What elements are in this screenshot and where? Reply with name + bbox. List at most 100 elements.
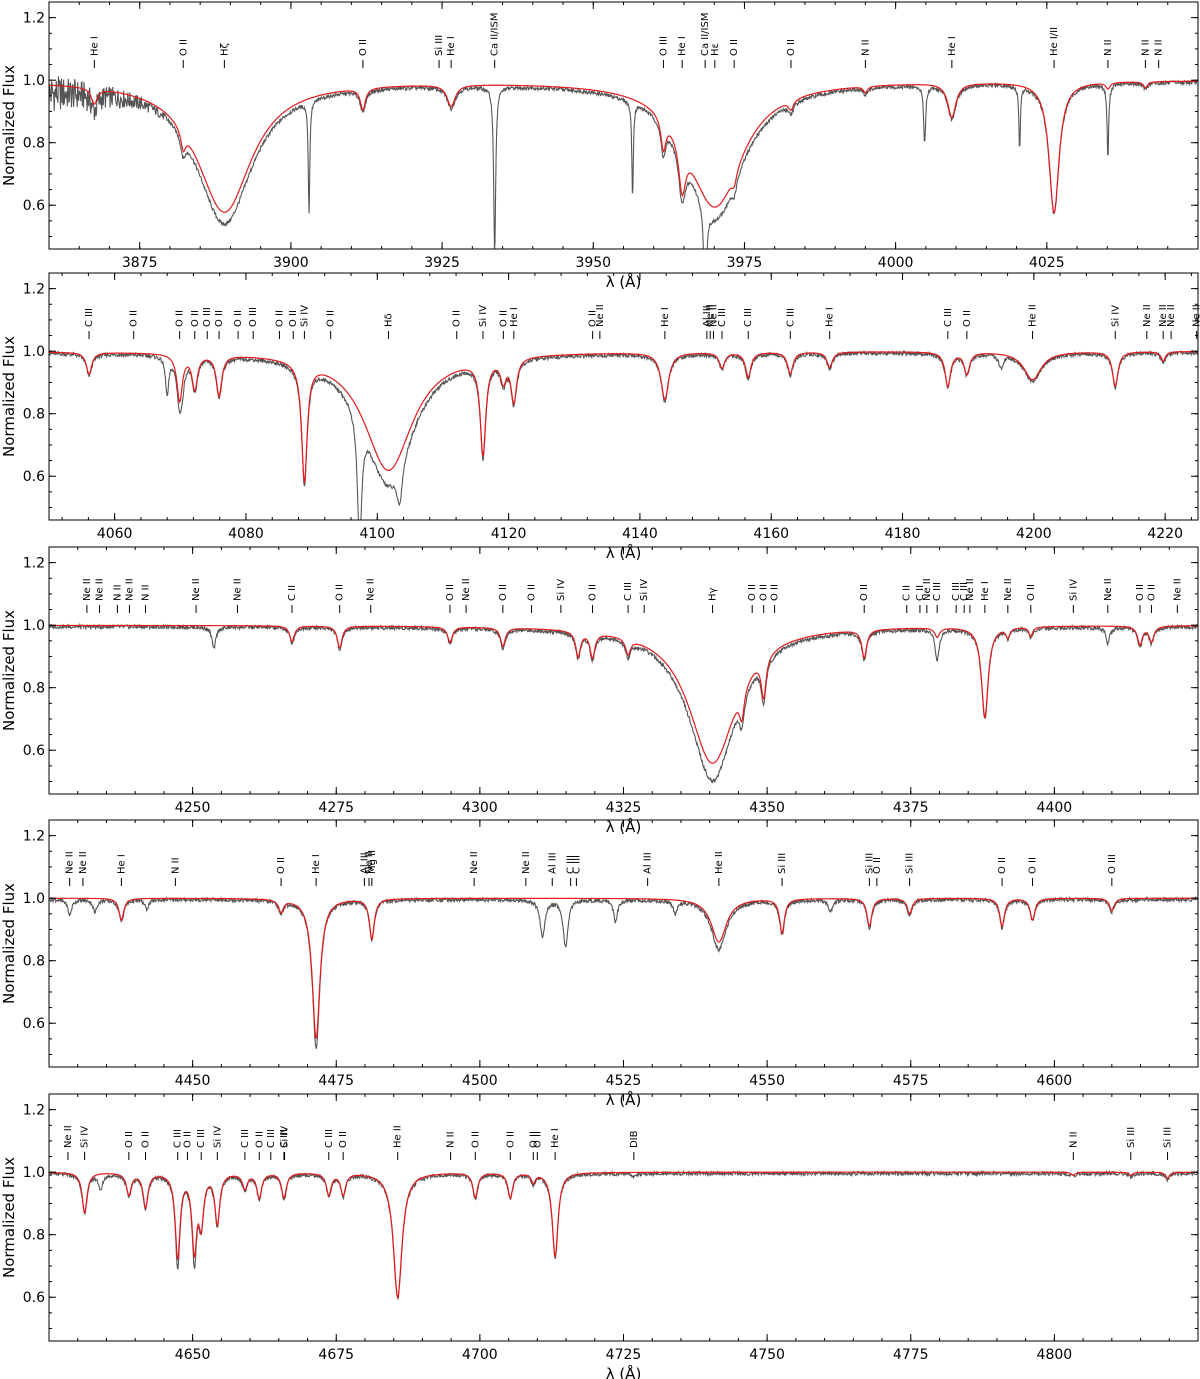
line-id-label: O II: [182, 1131, 193, 1148]
line-id-label: O II: [1026, 584, 1037, 601]
line-id-label: Si IV: [280, 1126, 291, 1148]
model-spectrum-line: [49, 897, 1198, 1039]
line-id-label: O III: [1107, 854, 1118, 874]
y-tick-label: 1.2: [23, 1103, 45, 1119]
line-id-label: O II: [962, 310, 973, 327]
y-tick-label: 0.6: [23, 198, 45, 214]
x-tick-label: 4000: [878, 255, 914, 271]
line-id-label: N II: [1154, 39, 1165, 56]
line-id-label: C II: [915, 585, 926, 601]
line-id-label: Hγ: [708, 587, 719, 601]
model-spectrum-line: [49, 350, 1198, 484]
line-id-label: O II: [786, 39, 797, 56]
x-tick-label: 4200: [1016, 526, 1052, 542]
line-id-label: Ne II: [705, 304, 716, 327]
line-id-label: C III: [959, 582, 970, 601]
observed-spectrum-line: [49, 895, 1198, 1049]
y-tick-label: 1.0: [23, 618, 45, 634]
y-tick-label: 1.0: [23, 344, 45, 360]
y-tick-label: 0.8: [23, 136, 45, 152]
line-id-label: O II: [1135, 584, 1146, 601]
line-id-label: N II: [141, 584, 152, 601]
x-tick-label: 4300: [462, 800, 498, 816]
line-id-label: C II: [902, 585, 913, 601]
line-id-label: Al III: [702, 305, 713, 327]
x-tick-label: 4650: [175, 1347, 211, 1363]
line-id-label: Ne II: [63, 1125, 74, 1148]
line-id-label: O II: [141, 1131, 152, 1148]
line-id-label: C III: [279, 1129, 290, 1148]
x-tick-label: 4100: [359, 526, 395, 542]
line-id-label: O III: [658, 36, 669, 56]
line-id-label: C III: [951, 582, 962, 601]
y-tick-label: 1.0: [23, 891, 45, 907]
line-id-label: O II: [770, 584, 781, 601]
line-id-label: Si IV: [1110, 305, 1121, 327]
line-id-label: Al III: [547, 852, 558, 874]
x-tick-label: 3875: [122, 255, 158, 271]
line-id-label: Ne II: [1166, 304, 1177, 327]
line-id-label: He I: [677, 36, 688, 56]
axes-frame: [48, 1, 1199, 250]
x-tick-label: 4220: [1147, 526, 1183, 542]
line-id-label: O III: [202, 307, 213, 327]
x-tick-label: 4525: [606, 1073, 642, 1089]
line-id-label: O II: [190, 310, 201, 327]
x-tick-label: 3975: [727, 255, 763, 271]
line-id-label: O II: [175, 310, 186, 327]
line-id-label: Al III: [359, 852, 370, 874]
y-tick-label: 1.0: [23, 1165, 45, 1181]
x-tick-label: 4475: [318, 1073, 354, 1089]
model-spectrum-line: [49, 624, 1198, 764]
x-tick-label: 4450: [175, 1073, 211, 1089]
line-id-label: Ca II/ISM: [490, 13, 501, 56]
line-id-label: O II: [1146, 584, 1157, 601]
line-id-label: Ne II: [65, 851, 76, 874]
y-tick-label: 0.8: [23, 1228, 45, 1244]
line-id-label: He I: [311, 854, 322, 874]
line-id-label: C III: [566, 855, 577, 874]
line-id-label: He I: [980, 581, 991, 601]
line-id-label: O II: [859, 584, 870, 601]
line-id-label: O II: [528, 1131, 539, 1148]
y-tick-label: 0.6: [23, 1290, 45, 1306]
x-tick-label: 4060: [97, 526, 133, 542]
line-id-label: C III: [196, 1129, 207, 1148]
line-id-label: Ne II: [1172, 578, 1183, 601]
line-id-label: Ne II: [461, 578, 472, 601]
line-id-label: Hδ: [383, 313, 394, 327]
model-spectrum-line: [49, 80, 1198, 214]
line-id-label: Ne II: [922, 578, 933, 601]
line-id-label: Ne II: [364, 851, 375, 874]
line-id-label: Ne II: [82, 578, 93, 601]
y-tick-label: 0.8: [23, 954, 45, 970]
line-id-label: O II: [326, 310, 337, 327]
y-tick-label: 1.2: [23, 829, 45, 845]
line-id-label: O II: [759, 584, 770, 601]
line-id-label: He II: [714, 851, 725, 874]
line-id-label: O II: [274, 310, 285, 327]
observed-spectrum-line: [49, 76, 1198, 249]
x-tick-label: 4800: [1037, 1347, 1073, 1363]
observed-spectrum-line: [49, 622, 1198, 784]
y-axis-title: Normalized Flux: [0, 65, 18, 186]
line-id-label: C III: [743, 308, 754, 327]
x-tick-label: 4140: [622, 526, 658, 542]
x-tick-label: 3925: [424, 255, 460, 271]
line-id-label: Ne II: [1158, 304, 1169, 327]
line-id-label: C II: [287, 585, 298, 601]
y-tick-label: 0.8: [23, 681, 45, 697]
line-id-label: He I: [825, 307, 836, 327]
observed-spectrum-line: [49, 1169, 1198, 1301]
line-id-label: Si IV: [212, 1126, 223, 1148]
line-id-label: N II: [446, 1131, 457, 1148]
line-id-label: Ne II: [595, 304, 606, 327]
y-tick-label: 1.0: [23, 73, 45, 89]
line-id-label: Si III: [434, 35, 445, 56]
x-tick-label: 4275: [318, 800, 354, 816]
spectrum-panel-3: Ne II Ne II N II Ne II N II Ne II Ne II C II O I…: [0, 546, 1199, 836]
x-tick-label: 4375: [893, 800, 929, 816]
x-tick-label: 3950: [575, 255, 611, 271]
observed-spectrum-line: [49, 349, 1198, 520]
